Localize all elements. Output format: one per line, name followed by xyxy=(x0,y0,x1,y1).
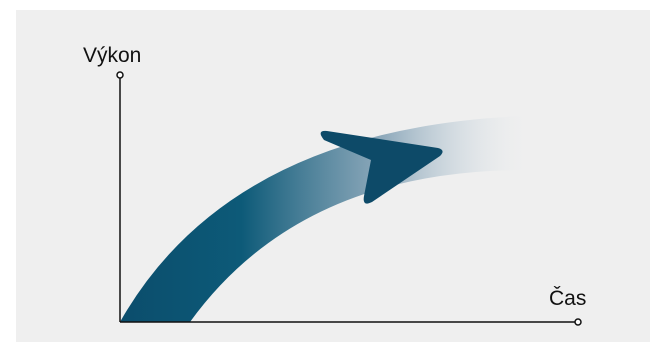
x-axis-end xyxy=(574,318,582,326)
y-axis-end xyxy=(116,71,124,79)
growth-band xyxy=(120,116,525,322)
arrow-head xyxy=(320,130,443,204)
y-axis-label: Výkon xyxy=(83,44,141,67)
x-axis-label: Čas xyxy=(549,287,586,310)
